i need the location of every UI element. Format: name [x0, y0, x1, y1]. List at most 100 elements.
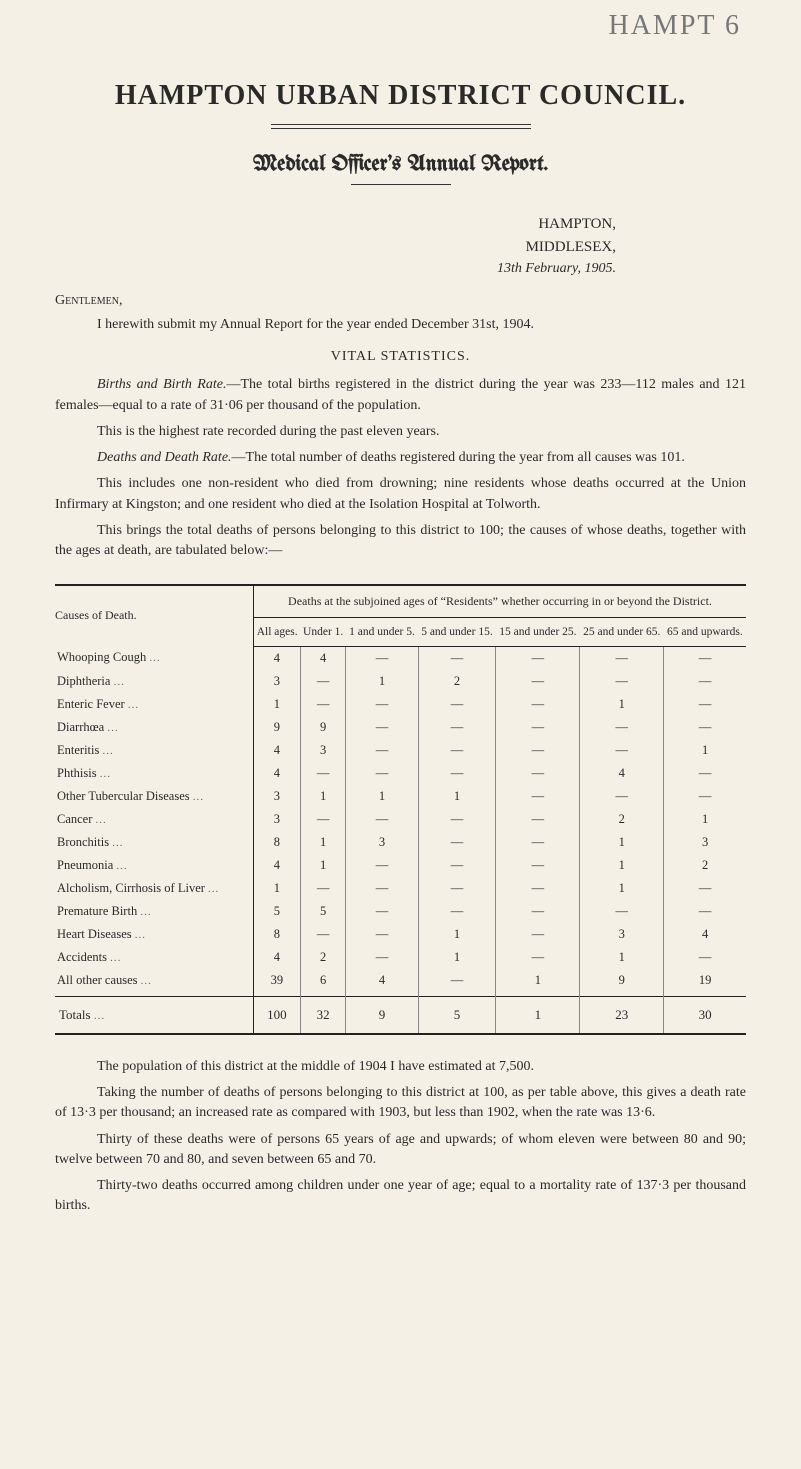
address-date: 13th February, 1905.	[55, 258, 616, 279]
address-city: HAMPTON,	[55, 213, 616, 236]
col-all-ages: All ages.	[254, 617, 301, 646]
dots-icon: ...	[107, 722, 118, 734]
dots-icon: ...	[116, 860, 127, 872]
value-cell: 3	[664, 831, 746, 854]
value-cell: 4	[580, 762, 664, 785]
handwritten-annotation: HAMPT 6	[608, 10, 741, 42]
deaths-b-text: This includes one non-resident who died …	[55, 476, 746, 511]
value-cell: —	[418, 693, 496, 716]
value-cell: —	[664, 877, 746, 900]
col-under-1: Under 1.	[300, 617, 346, 646]
births-lead: Births and Birth Rate.	[97, 377, 226, 392]
dots-icon: ...	[141, 975, 152, 987]
deaths-c-text: This brings the total deaths of persons …	[55, 523, 746, 558]
value-cell: 4	[254, 854, 301, 877]
after-p3-text: Thirty of these deaths were of persons 6…	[55, 1132, 746, 1167]
address-county: MIDDLESEX,	[55, 236, 616, 259]
table-row: Premature Birth ...55—————	[55, 900, 746, 923]
value-cell: 4	[254, 739, 301, 762]
value-cell: —	[418, 831, 496, 854]
value-cell: 8	[254, 831, 301, 854]
table-row: Diphtheria ...3—12———	[55, 670, 746, 693]
cause-cell: Cancer ...	[55, 808, 254, 831]
value-cell: 1	[664, 808, 746, 831]
value-cell: 6	[300, 969, 346, 997]
value-cell: —	[346, 854, 418, 877]
value-cell: 5	[300, 900, 346, 923]
value-cell: —	[300, 762, 346, 785]
title-rule	[271, 124, 531, 129]
value-cell: 2	[580, 808, 664, 831]
col-5-15: 5 and under 15.	[418, 617, 496, 646]
value-cell: —	[664, 646, 746, 670]
dots-icon: ...	[193, 791, 204, 803]
value-cell: —	[496, 646, 580, 670]
cause-cell: Diphtheria ...	[55, 670, 254, 693]
cause-cell: Pneumonia ...	[55, 854, 254, 877]
after-p4: Thirty-two deaths occurred among childre…	[55, 1176, 746, 1217]
value-cell: 3	[254, 785, 301, 808]
value-cell: —	[580, 716, 664, 739]
value-cell: —	[346, 900, 418, 923]
value-cell: —	[496, 900, 580, 923]
main-title: HAMPTON URBAN DISTRICT COUNCIL.	[55, 80, 746, 112]
value-cell: —	[418, 969, 496, 997]
value-cell: —	[418, 854, 496, 877]
dots-icon: ...	[135, 929, 146, 941]
value-cell: —	[300, 923, 346, 946]
value-cell: 2	[664, 854, 746, 877]
after-p2-text: Taking the number of deaths of persons b…	[55, 1085, 746, 1120]
cause-cell: Bronchitis ...	[55, 831, 254, 854]
births-note-text: This is the highest rate recorded during…	[97, 424, 440, 439]
value-cell: —	[346, 646, 418, 670]
value-cell: —	[664, 762, 746, 785]
totals-4: 1	[496, 996, 580, 1033]
after-p1-text: The population of this district at the m…	[97, 1059, 534, 1074]
value-cell: —	[496, 716, 580, 739]
value-cell: —	[418, 877, 496, 900]
value-cell: —	[418, 716, 496, 739]
value-cell: 19	[664, 969, 746, 997]
value-cell: —	[346, 716, 418, 739]
cause-cell: Heart Diseases ...	[55, 923, 254, 946]
value-cell: —	[496, 946, 580, 969]
after-p2: Taking the number of deaths of persons b…	[55, 1083, 746, 1124]
dots-icon: ...	[149, 652, 160, 664]
table-row: Cancer ...3————21	[55, 808, 746, 831]
value-cell: —	[346, 693, 418, 716]
value-cell: 5	[254, 900, 301, 923]
dots-icon: ...	[140, 906, 151, 918]
value-cell: 4	[300, 646, 346, 670]
value-cell: 3	[300, 739, 346, 762]
value-cell: 2	[418, 670, 496, 693]
dots-icon: ...	[110, 952, 121, 964]
totals-5: 23	[580, 996, 664, 1033]
table-row: Pneumonia ...41———12	[55, 854, 746, 877]
table-row: Diarrhœa ...99—————	[55, 716, 746, 739]
col-1-5: 1 and under 5.	[346, 617, 418, 646]
cause-cell: Premature Birth ...	[55, 900, 254, 923]
dots-icon: ...	[208, 883, 219, 895]
value-cell: —	[418, 900, 496, 923]
value-cell: 4	[254, 946, 301, 969]
cause-cell: Enteritis ...	[55, 739, 254, 762]
subtitle: Medical Officer's Annual Report.	[55, 153, 746, 176]
table-totals-row: Totals ... 100 32 9 5 1 23 30	[55, 996, 746, 1033]
value-cell: —	[418, 646, 496, 670]
dots-icon: ...	[102, 745, 113, 757]
value-cell: —	[580, 900, 664, 923]
value-cell: —	[346, 877, 418, 900]
table-row: Bronchitis ...813——13	[55, 831, 746, 854]
cause-cell: Alcholism, Cirrhosis of Liver ...	[55, 877, 254, 900]
address-block: HAMPTON, MIDDLESEX, 13th February, 1905.	[55, 213, 616, 279]
value-cell: —	[346, 808, 418, 831]
table-row: Heart Diseases ...8——1—34	[55, 923, 746, 946]
value-cell: 4	[346, 969, 418, 997]
col-65-up: 65 and upwards.	[664, 617, 746, 646]
table-row: Other Tubercular Diseases ...3111———	[55, 785, 746, 808]
totals-0: 100	[254, 996, 301, 1033]
cause-cell: Diarrhœa ...	[55, 716, 254, 739]
totals-2: 9	[346, 996, 418, 1033]
value-cell: 4	[254, 646, 301, 670]
value-cell: —	[418, 808, 496, 831]
